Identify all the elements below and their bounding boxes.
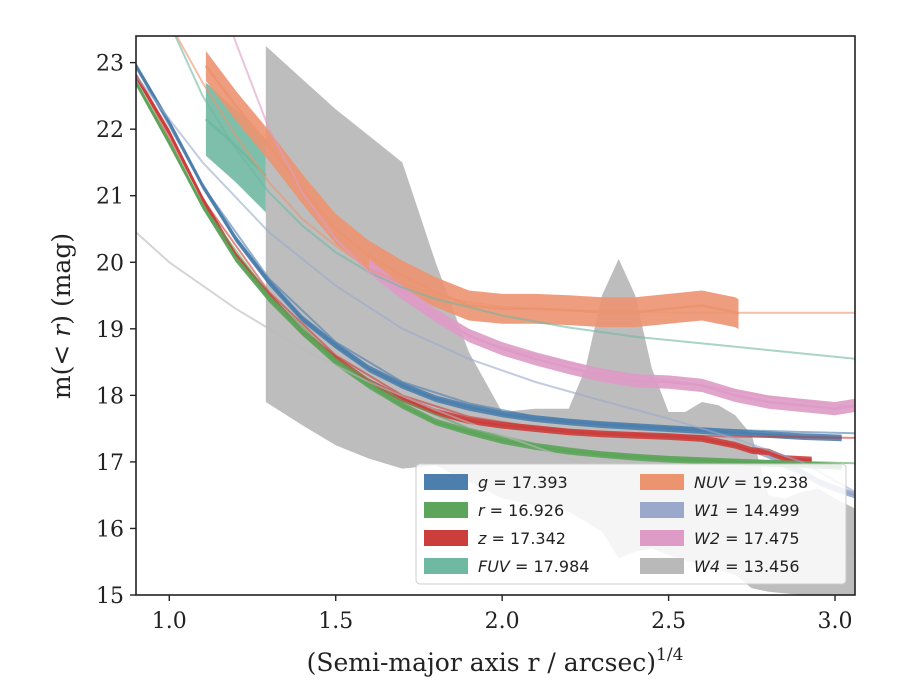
model-curve-3 [174,36,855,360]
data-line-6 [368,264,855,410]
legend-entry: g = 17.393 [478,473,568,492]
x-tick-label: 1.0 [152,609,187,634]
legend-entry: W2 = 17.475 [694,529,800,548]
x-tick-label: 3.0 [818,609,853,634]
model-curve-5 [136,75,855,493]
x-axis-label: (Semi-major axis r / arcsec)1/4 [307,645,684,677]
y-tick-label: 20 [96,251,124,276]
legend-entry: NUV = 19.238 [694,473,808,492]
data-line-0 [136,65,842,440]
legend-swatch [640,558,684,574]
y-tick-label: 15 [96,584,124,609]
legend-swatch [640,502,684,518]
legend: g = 17.393 r = 16.926 z = 17.342 FUV = 17.9… [415,463,847,585]
legend-entry: z = 17.342 [477,529,566,548]
model-curve-0 [136,65,855,435]
axis-ticks: 1.0 1.5 2.0 2.5 3.0 15 16 17 18 19 20 21 22 23 [96,52,853,634]
data-bands [136,46,855,595]
data-band-4 [205,51,739,330]
y-tick-label: 18 [96,384,124,409]
legend-swatch [424,502,468,518]
x-tick-label: 1.5 [318,609,353,634]
y-tick-label: 23 [96,52,124,77]
data-line-3 [205,118,267,177]
x-tick-label: 2.5 [651,609,686,634]
data-band-6 [369,258,855,416]
data-line-1 [136,81,842,468]
y-tick-label: 16 [96,517,124,542]
model-curve-4 [175,36,855,314]
legend-swatch [640,530,684,546]
plot-frame [135,35,856,596]
legend-swatch [424,558,468,574]
legend-entry: FUV = 17.984 [478,557,589,576]
legend-swatch [424,474,468,490]
y-tick-label: 19 [96,318,124,343]
legend-swatch [640,474,684,490]
legend-entry: W1 = 14.499 [694,501,800,520]
legend-entry: W4 = 13.456 [694,557,800,576]
legend-box [415,463,847,585]
y-tick-label: 17 [96,451,124,476]
legend-swatch [424,530,468,546]
model-curve-6 [232,36,855,409]
x-tick-label: 2.0 [485,609,520,634]
y-axis-label: m(< r) (mag) [47,233,76,399]
legend-entry: r = 16.926 [478,501,564,520]
y-tick-label: 21 [96,185,124,210]
model-curve-2 [136,75,855,439]
y-tick-label: 22 [96,118,124,143]
